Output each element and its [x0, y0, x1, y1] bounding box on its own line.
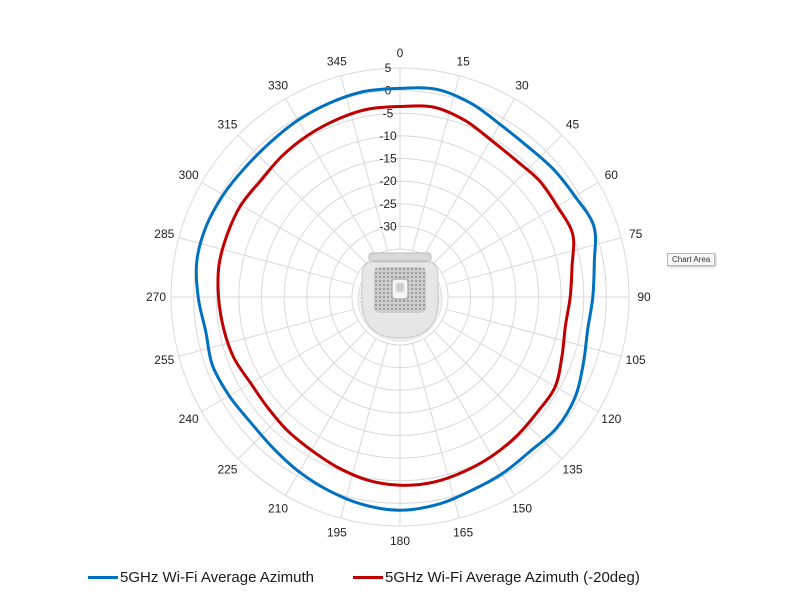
legend-swatch-red	[353, 575, 383, 579]
grid-spoke	[441, 320, 599, 412]
legend-swatch-blue	[88, 575, 118, 579]
radial-tick-label: -10	[379, 129, 397, 143]
radial-tick-label: -15	[379, 152, 397, 166]
angle-label: 315	[217, 117, 237, 131]
angle-labels: 0 15 30 45 60 75 90 105 120 135 150 165 180 195 210 225…	[146, 46, 651, 548]
grid-spoke	[285, 98, 377, 256]
angle-label: 0	[397, 46, 404, 60]
grid-spoke	[441, 182, 599, 274]
angle-label: 285	[154, 227, 174, 241]
radial-tick-label: -25	[379, 197, 397, 211]
legend-label-series-2: 5GHz Wi-Fi Average Azimuth (-20deg)	[385, 568, 640, 586]
grid-spoke	[411, 343, 460, 519]
device-top	[368, 252, 432, 262]
angle-label: 225	[217, 463, 237, 477]
angle-label: 45	[566, 117, 580, 131]
series-line-2	[216, 104, 576, 487]
angle-label: 330	[268, 79, 288, 93]
angle-label: 60	[605, 168, 619, 182]
radial-tick-label: 5	[385, 61, 392, 75]
grid-spoke	[201, 182, 359, 274]
grid-spoke	[446, 237, 622, 286]
series-line-1	[194, 86, 598, 512]
angle-label: 90	[637, 290, 651, 304]
angle-label: 210	[268, 501, 288, 515]
angle-label: 300	[179, 168, 199, 182]
angle-label: 105	[626, 353, 646, 367]
angle-label: 30	[515, 79, 529, 93]
grid-spoke	[411, 75, 460, 251]
grid-spoke	[340, 343, 389, 519]
angle-label: 180	[390, 534, 410, 548]
chart-legend: 5GHz Wi-Fi Average Azimuth 5GHz Wi-Fi Av…	[0, 563, 800, 591]
angle-label: 345	[327, 54, 347, 68]
legend-item-series-1: 5GHz Wi-Fi Average Azimuth	[88, 563, 314, 591]
angle-label: 240	[179, 412, 199, 426]
radial-tick-label: -20	[379, 174, 397, 188]
angle-label: 270	[146, 290, 166, 304]
grid-spoke	[340, 75, 389, 251]
grid-spoke	[423, 338, 515, 496]
angle-label: 195	[327, 526, 347, 540]
grid-spoke	[433, 330, 563, 460]
legend-item-series-2: 5GHz Wi-Fi Average Azimuth (-20deg)	[353, 563, 640, 591]
angle-label: 135	[563, 463, 583, 477]
radial-tick-label: 0	[385, 84, 392, 98]
radial-tick-label: -5	[383, 106, 394, 120]
angle-label: 15	[456, 54, 470, 68]
grid-spoke	[446, 308, 622, 357]
angle-label: 150	[512, 501, 532, 515]
angle-label: 120	[601, 412, 621, 426]
grid-spoke	[285, 338, 377, 496]
access-point-device-icon	[357, 252, 443, 342]
chart-area-tooltip: Chart Area	[667, 253, 716, 266]
radial-labels: 5 0 -5 -10 -15 -20 -25 -30	[379, 61, 397, 233]
legend-label-series-1: 5GHz Wi-Fi Average Azimuth	[120, 568, 314, 586]
angle-label: 165	[453, 526, 473, 540]
grid-spoke	[237, 330, 367, 460]
angle-label: 255	[154, 353, 174, 367]
radial-tick-label: -30	[379, 219, 397, 233]
grid-spoke	[237, 134, 367, 264]
polar-chart: 0 15 30 45 60 75 90 105 120 135 150 165 180 195 210 225…	[146, 46, 651, 548]
grid-spoke	[433, 134, 563, 264]
grid-spoke	[178, 237, 354, 286]
angle-label: 75	[629, 227, 643, 241]
series-lines	[194, 86, 598, 512]
